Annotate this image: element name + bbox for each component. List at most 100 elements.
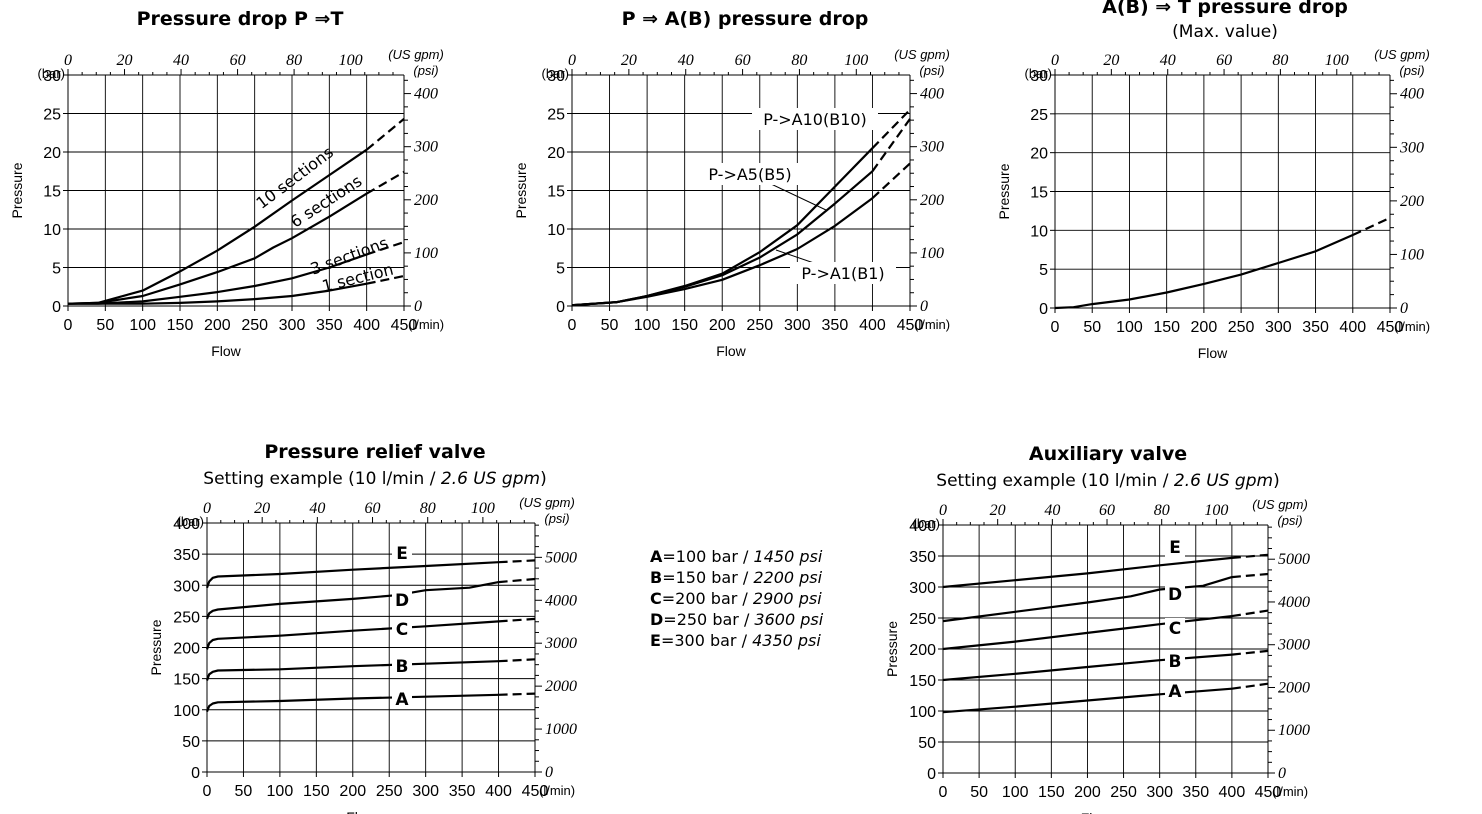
series-label: C xyxy=(396,620,408,640)
right-tick-label: 300 xyxy=(919,139,944,156)
legend-letter: A xyxy=(650,547,663,566)
top-tick-label: 40 xyxy=(1160,52,1176,69)
subtitle-part: Setting example (10 l/min / xyxy=(203,469,441,489)
legend-row: A=100 bar / 1450 psi xyxy=(650,547,823,566)
series-line xyxy=(942,556,1233,589)
y-tick-label: 30 xyxy=(547,68,565,85)
top-tick-label: 40 xyxy=(1044,502,1060,519)
x-tick-label: 100 xyxy=(1002,784,1029,801)
right-tick-label: 400 xyxy=(1400,86,1424,103)
x-tick-label: 200 xyxy=(1074,784,1101,801)
top-tick-label: 60 xyxy=(365,500,381,517)
series-line xyxy=(205,561,499,589)
x-tick-label: 150 xyxy=(671,317,698,334)
legend-bar: =250 bar / xyxy=(663,610,754,629)
series-line xyxy=(205,693,499,713)
y-tick-label: 0 xyxy=(556,299,565,316)
right-tick-label: 200 xyxy=(1400,193,1424,210)
right-tick-label: 300 xyxy=(1399,139,1424,156)
y-tick-label: 10 xyxy=(1030,223,1048,240)
subtitle-end: ) xyxy=(1273,471,1280,491)
x-tick-label: 400 xyxy=(485,783,512,800)
label-box xyxy=(392,619,412,639)
y-tick-label: 20 xyxy=(1030,146,1048,163)
y-axis-label: Pressure xyxy=(513,162,529,218)
top-unit: (US gpm) xyxy=(894,47,950,62)
series-line-extrapolated xyxy=(498,559,536,564)
top-tick-label: 100 xyxy=(339,52,363,69)
x-tick-label: 400 xyxy=(859,317,886,334)
series-label: C xyxy=(1169,619,1181,639)
x-tick-label: 450 xyxy=(1377,319,1404,336)
series-line-extrapolated xyxy=(871,118,911,172)
y-tick-label: 200 xyxy=(173,641,200,658)
legend-psi: 3600 psi xyxy=(754,610,823,629)
y-tick-label: 20 xyxy=(43,145,61,162)
y-unit: (bar) xyxy=(38,66,65,81)
y-tick-label: 10 xyxy=(43,222,61,239)
x-axis-label: Flow xyxy=(1081,810,1111,814)
x-tick-label: 400 xyxy=(1219,784,1246,801)
right-unit: (psi) xyxy=(919,63,944,78)
top-tick-label: 20 xyxy=(254,500,270,517)
subtitle-end: ) xyxy=(540,469,547,489)
right-tick-label: 0 xyxy=(920,298,928,315)
x-tick-label: 200 xyxy=(204,317,231,334)
legend-letter: B xyxy=(650,568,662,587)
series-line xyxy=(205,620,499,650)
top-unit: (US gpm) xyxy=(388,47,444,62)
x-tick-label: 350 xyxy=(822,317,849,334)
x-tick-label: 400 xyxy=(1339,319,1366,336)
label-box xyxy=(697,163,803,185)
x-tick-label: 150 xyxy=(167,317,194,334)
x-tick-label: 300 xyxy=(279,317,306,334)
x-tick-label: 0 xyxy=(939,784,948,801)
top-tick-label: 60 xyxy=(230,52,246,69)
right-unit: (psi) xyxy=(1277,513,1302,528)
x-tick-label: 50 xyxy=(970,784,988,801)
y-tick-label: 150 xyxy=(173,672,200,689)
top-unit: (US gpm) xyxy=(519,495,575,510)
chart-subtitle: Setting example (10 l/min / 2.6 US gpm) xyxy=(936,471,1279,491)
series-line-extrapolated xyxy=(366,241,405,256)
right-unit: (psi) xyxy=(1399,63,1424,78)
x-axis-label: Flow xyxy=(716,343,746,359)
y-tick-label: 50 xyxy=(182,734,200,751)
x-tick-label: 300 xyxy=(1146,784,1173,801)
legend-psi: 4350 psi xyxy=(752,631,821,650)
series-line xyxy=(67,192,368,305)
chart-title: Pressure drop P ⇒T xyxy=(137,8,344,30)
label-box xyxy=(392,590,412,610)
series-label: D xyxy=(1168,585,1182,605)
y-tick-label: 0 xyxy=(52,299,61,316)
x-tick-label: 0 xyxy=(203,783,212,800)
x-tick-label: 100 xyxy=(267,783,294,800)
top-tick-label: 20 xyxy=(117,52,133,69)
setting-legend: A=100 bar / 1450 psi B=150 bar / 2200 psi… xyxy=(650,547,824,650)
right-tick-label: 100 xyxy=(1400,246,1424,263)
y-tick-label: 300 xyxy=(909,580,936,597)
y-axis-label: Pressure xyxy=(148,619,164,675)
x-tick-label: 300 xyxy=(784,317,811,334)
y-tick-label: 400 xyxy=(173,516,200,533)
x-unit: (l/min) xyxy=(1272,784,1308,799)
right-tick-label: 4000 xyxy=(1278,594,1310,611)
legend-letter: E xyxy=(650,631,661,650)
x-tick-label: 50 xyxy=(235,783,253,800)
label-box xyxy=(1165,537,1185,557)
top-tick-label: 40 xyxy=(678,52,694,69)
x-tick-label: 0 xyxy=(568,317,577,334)
top-unit: (US gpm) xyxy=(1252,497,1308,512)
chart-subtitle: (Max. value) xyxy=(1172,22,1278,42)
right-tick-label: 3000 xyxy=(1277,637,1310,654)
legend-row: B=150 bar / 2200 psi xyxy=(650,568,823,587)
x-tick-label: 250 xyxy=(1110,784,1137,801)
x-tick-label: 50 xyxy=(96,317,114,334)
x-tick-label: 250 xyxy=(241,317,268,334)
x-tick-label: 250 xyxy=(746,317,773,334)
series-line-extrapolated xyxy=(366,171,405,195)
right-tick-label: 1000 xyxy=(1278,722,1310,739)
x-tick-label: 450 xyxy=(897,317,924,334)
x-tick-label: 0 xyxy=(64,317,73,334)
